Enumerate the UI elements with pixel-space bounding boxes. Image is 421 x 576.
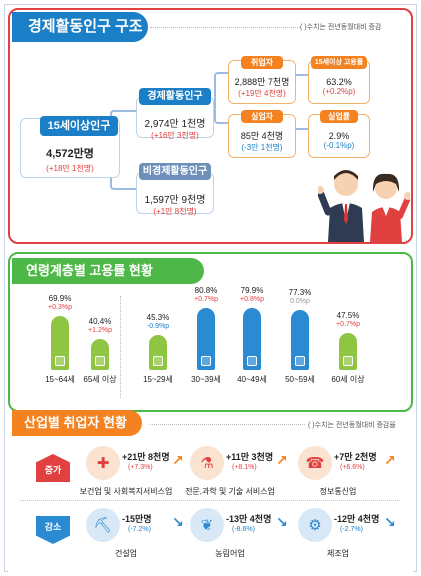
employed-change: (+19만 4천명) [238, 89, 286, 98]
age-rate: 79.9% [240, 286, 264, 296]
active-label: 경제활동인구 [139, 88, 211, 105]
industry-panel [8, 412, 413, 572]
age-rate: 40.4% [88, 316, 112, 326]
age-bar [197, 307, 215, 370]
industry-change: (-8.6%) [232, 526, 255, 533]
industry-name: 보건업 및 사회복지서비스업 [79, 487, 173, 496]
age-change: +0.7%p [336, 321, 360, 329]
person-icon [295, 356, 305, 366]
medical-kit-icon: ✚ [86, 446, 120, 480]
unemployed-label: 실업자 [241, 110, 283, 123]
industry-change: (-2.7%) [340, 526, 363, 533]
inactive-value: 1,597만 9천명 [144, 195, 206, 206]
inactive-change: (+1만 8천명) [153, 207, 197, 216]
industry-change: (+7.3%) [128, 464, 153, 471]
age-label: 65세 이상 [83, 375, 117, 384]
industry-value: -12만 4천명 [334, 514, 380, 524]
industry-divider [20, 500, 400, 501]
industry-change: (-7.2%) [128, 526, 151, 533]
age-label: 30~39세 [191, 375, 221, 384]
unemployed-change: (-3만 1천명) [241, 143, 283, 152]
age-rate: 77.3% [288, 288, 312, 298]
industry-change: (+8.1%) [232, 464, 257, 471]
divider [150, 424, 305, 425]
person-icon [153, 356, 163, 366]
age-bar [243, 308, 261, 370]
person-icon [95, 356, 105, 366]
connector-emp [296, 74, 308, 76]
age-bar [291, 310, 309, 370]
structure-note: ( )수치는 전년동월대비 증감 [300, 24, 382, 31]
industry-name: 제조업 [326, 549, 350, 558]
unemployed-box: 85만 4천명 (-3만 1천명) [228, 114, 296, 158]
industry-name: 건설업 [114, 549, 138, 558]
age-label: 15~29세 [143, 375, 173, 384]
industry-title: 산업별 취업자 현황 [12, 410, 142, 436]
age-change: -0.9%p [146, 323, 170, 331]
emp-rate-change: (+0.2%p) [322, 87, 356, 96]
structure-title: 경제활동인구 구조 [12, 12, 148, 42]
unemp-rate-change: (-0.1%p) [323, 141, 355, 150]
industry-note: ( )수치는 전년동월대비 증감율 [308, 422, 396, 429]
connector-unemp [296, 128, 308, 130]
decrease-label: 감소 [44, 522, 62, 532]
industry-name: 전문,과학 및 기술 서비스업 [185, 487, 275, 496]
industry-value: -15만명 [122, 514, 152, 524]
wheat-icon: ❦ [190, 508, 224, 542]
industry-value: -13만 4천명 [226, 514, 272, 524]
industry-value: +7만 2천명 [334, 452, 377, 462]
active-value: 2,974만 1천명 [144, 119, 206, 130]
inactive-label: 비경제활동인구 [139, 163, 211, 180]
excavator-icon: ⛏ [86, 508, 120, 542]
industry-value: +11만 3천명 [226, 452, 274, 462]
lab-flask-icon: ⚗ [190, 446, 224, 480]
down-arrow-icon: ↘ [384, 514, 396, 530]
down-arrow-icon: ↘ [172, 514, 184, 530]
age-change: +0.3%p [48, 304, 72, 312]
employed-label: 취업자 [241, 56, 283, 69]
gear-icon: ⚙ [298, 508, 332, 542]
age-label: 40~49세 [237, 375, 267, 384]
pop15-value: 4,572만명 [46, 148, 94, 160]
age-divider [120, 296, 121, 398]
age-title: 연령계층별 고용률 현황 [12, 258, 204, 284]
age-label: 50~59세 [285, 375, 315, 384]
unemp-rate-label: 실업률 [320, 110, 358, 123]
unemp-rate-value: 2.9% [328, 131, 350, 141]
age-change: +0.7%p [194, 295, 218, 303]
unemployed-value: 85만 4천명 [240, 131, 284, 141]
emp-rate-value: 63.2% [326, 77, 352, 87]
person-icon [201, 356, 211, 366]
up-arrow-icon: ↗ [276, 452, 288, 468]
employed-value: 2,888만 7천명 [234, 77, 290, 87]
industry-value: +21만 8천명 [122, 452, 170, 462]
person-icon [247, 356, 257, 366]
up-arrow-icon: ↗ [384, 452, 396, 468]
phone-network-icon: ☎ [298, 446, 332, 480]
industry-change: (+6.6%) [340, 464, 365, 471]
up-arrow-icon: ↗ [172, 452, 184, 468]
person-icon [343, 356, 353, 366]
industry-name: 정보통신업 [319, 487, 357, 496]
age-rate: 80.8% [194, 285, 218, 295]
pop15-change: (+18만 1천명) [46, 164, 94, 173]
age-rate: 47.5% [336, 311, 360, 321]
age-change: +1.2%p [88, 326, 112, 334]
industry-name: 농림어업 [215, 549, 245, 558]
active-change: (+16만 3천명) [151, 131, 199, 140]
down-arrow-icon: ↘ [276, 514, 288, 530]
business-people-illustration [318, 170, 410, 242]
age-label: 60세 이상 [331, 375, 365, 384]
age-rate: 45.3% [146, 313, 170, 323]
emp-rate-label: 15세이상 고용률 [311, 56, 367, 69]
person-icon [55, 356, 65, 366]
age-label: 15~64세 [45, 375, 75, 384]
age-change: +0.8%p [240, 296, 264, 304]
age-change: 0.0%p [290, 298, 310, 306]
divider [150, 27, 300, 28]
connector-active [214, 72, 228, 124]
age-rate: 69.9% [48, 294, 72, 304]
increase-label: 증가 [44, 465, 62, 475]
pop15-label: 15세이상인구 [40, 116, 118, 136]
